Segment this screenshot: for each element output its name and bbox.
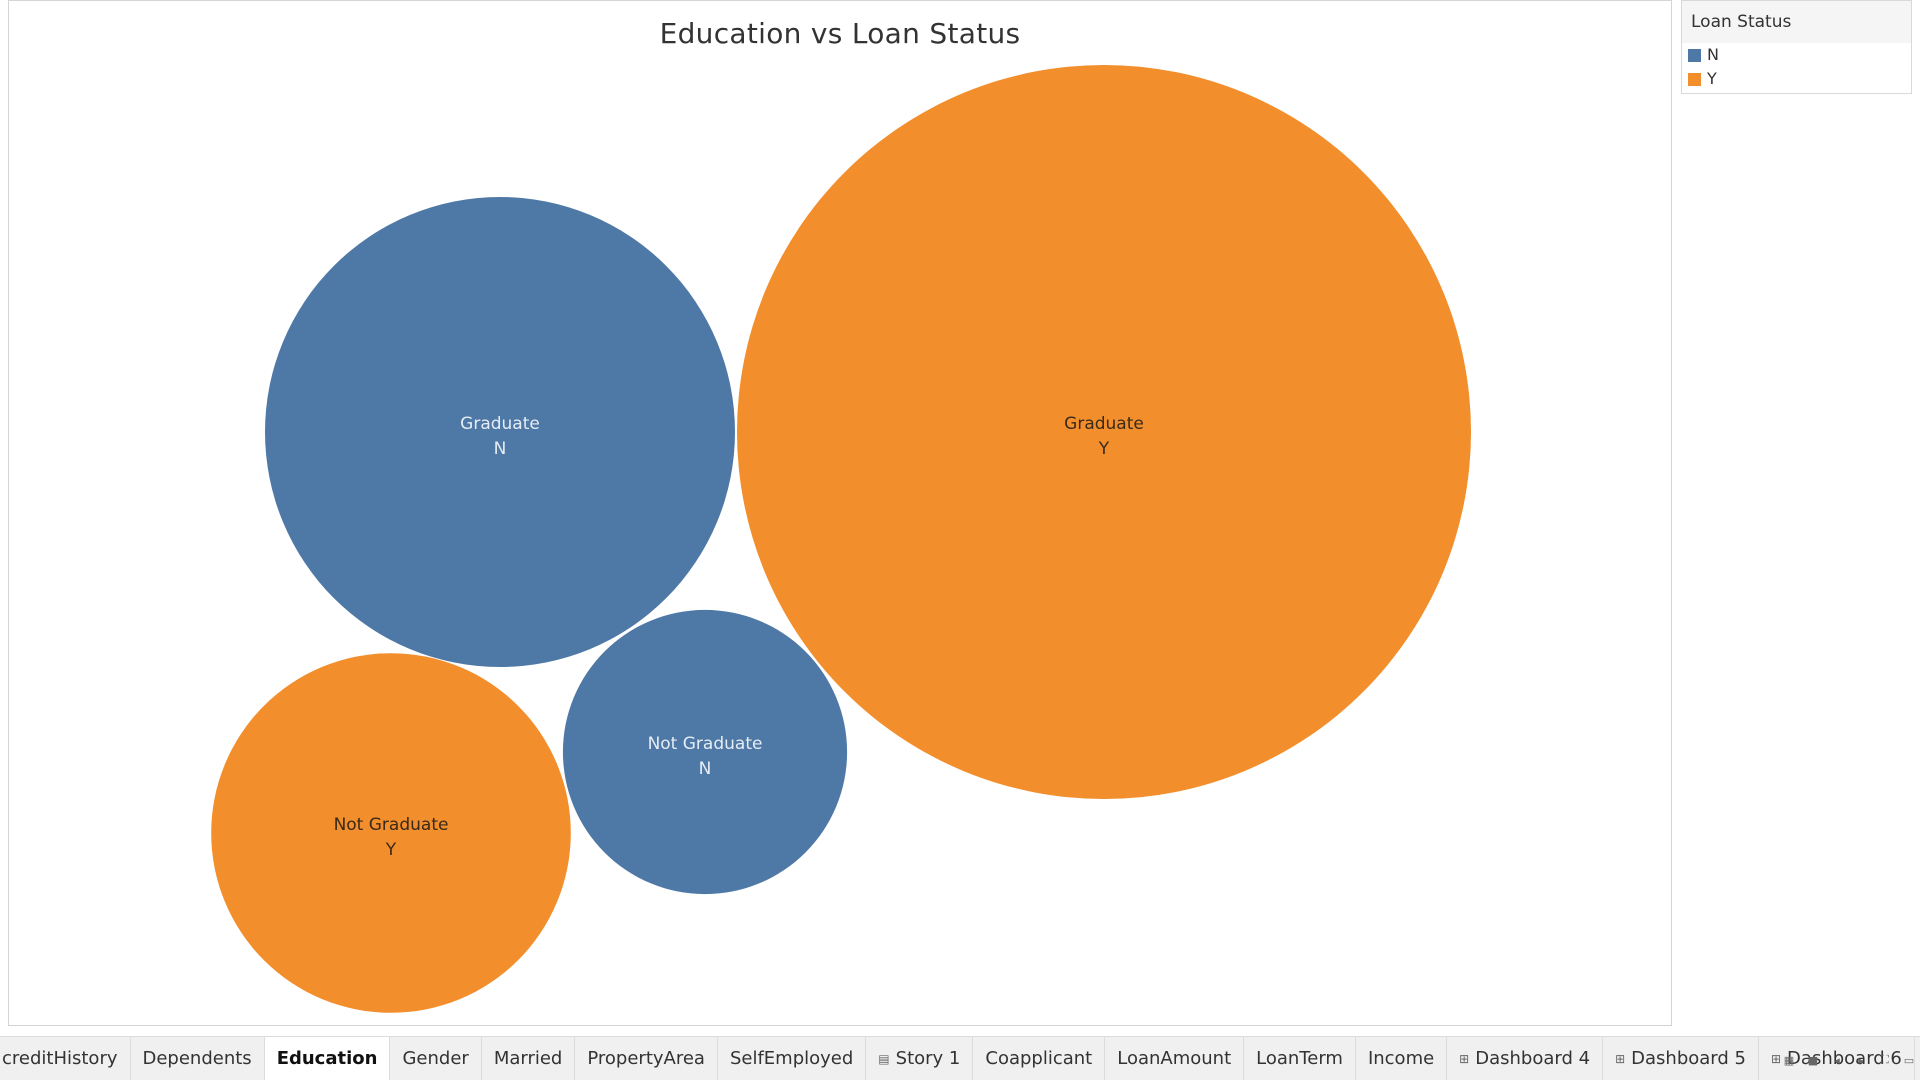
tab-dashboard-5[interactable]: ⊞ Dashboard 5 (1603, 1037, 1759, 1080)
tab-label: Gender (402, 1048, 469, 1069)
sheet-tabs: creditHistory Dependents Education Gender Ma… (0, 1037, 1915, 1080)
bubble-circle[interactable] (211, 653, 571, 1013)
tab-label: Dashboard 5 (1631, 1048, 1746, 1069)
bubble-not-graduate-n[interactable]: Not Graduate N (562, 609, 848, 895)
bubble-circle[interactable] (737, 65, 1471, 799)
tab-label: Married (493, 1048, 563, 1069)
legend-item-y[interactable]: Y (1682, 67, 1911, 91)
bubble-graduate-y[interactable]: Graduate Y (737, 65, 1471, 799)
chart-title: Education vs Loan Status (659, 17, 1021, 50)
bubble-not-graduate-y[interactable]: Not Graduate Y (211, 653, 571, 1013)
bubble-label-education: Not Graduate (334, 815, 449, 835)
tab-married[interactable]: Married (482, 1037, 576, 1080)
tab-label: Story 1 (895, 1048, 961, 1069)
bubble-label-loan-status: Y (385, 840, 397, 860)
tab-story-1[interactable]: ▤ Story 1 (866, 1037, 974, 1080)
tab-income[interactable]: Income (1356, 1037, 1448, 1080)
next-icon[interactable]: ▸ (1858, 1053, 1864, 1067)
tab-label: LoanAmount (1117, 1048, 1232, 1069)
tab-education[interactable]: Education (264, 1037, 391, 1080)
bubble-label-loan-status: N (494, 439, 507, 459)
dashboard-icon: ⊞ (1770, 1052, 1782, 1066)
tab-dashboard-4[interactable]: ⊞ Dashboard 4 (1447, 1037, 1604, 1080)
presentation-icon[interactable]: ▭ (1903, 1053, 1915, 1067)
tab-loanterm[interactable]: LoanTerm (1244, 1037, 1356, 1080)
dashboard-icon: ⊞ (1459, 1052, 1470, 1066)
legend-item-n[interactable]: N (1682, 43, 1911, 67)
tab-label: SelfEmployed (729, 1048, 854, 1069)
tab-label: Income (1367, 1048, 1435, 1069)
prev-icon[interactable]: ◂ (1834, 1053, 1840, 1067)
story-icon: ▤ (878, 1052, 890, 1066)
legend-swatch (1688, 72, 1701, 86)
legend-label: N (1707, 45, 1719, 64)
tab-credithistory[interactable]: creditHistory (0, 1037, 131, 1080)
bubble-label-loan-status: N (699, 759, 712, 779)
tab-label: PropertyArea (587, 1048, 705, 1069)
tab-dependents[interactable]: Dependents (131, 1037, 265, 1080)
legend-swatch (1688, 48, 1701, 62)
tab-gender[interactable]: Gender (390, 1037, 482, 1080)
tab-coapplicant[interactable]: Coapplicant (973, 1037, 1106, 1080)
tab-label: Dashboard 4 (1475, 1048, 1591, 1069)
chart-view: Education vs Loan Status Graduate Y Gradua… (8, 0, 1672, 1026)
bubble-circle[interactable] (265, 197, 735, 667)
tab-label: Coapplicant (985, 1048, 1093, 1069)
tab-dashboard-6[interactable]: ⊞ Dashboard 6 (1759, 1037, 1915, 1080)
bubble-label-loan-status: Y (1098, 439, 1110, 459)
fullscreen-icon[interactable]: ⛶ (1881, 1053, 1889, 1066)
navigation-controls: ▦ ■ ◂ ▸ ⛶ ▭ (1782, 1048, 1916, 1072)
tab-label: creditHistory (2, 1048, 118, 1069)
dashboard-icon: ⊞ (1615, 1052, 1626, 1066)
tab-label: LoanTerm (1256, 1048, 1343, 1069)
bubble-circle[interactable] (562, 609, 848, 895)
sheet-tab-bar: creditHistory Dependents Education Gender Ma… (0, 1036, 1920, 1080)
tab-selfemployed[interactable]: SelfEmployed (718, 1037, 867, 1080)
bubble-label-education: Graduate (460, 414, 540, 434)
bubble-label-education: Not Graduate (648, 734, 763, 754)
tab-label: Education (276, 1048, 378, 1069)
tab-label: Dashboard 6 (1787, 1048, 1902, 1069)
filmstrip-icon[interactable]: ■ (1807, 1053, 1819, 1067)
legend-label: Y (1707, 69, 1717, 88)
bubble-label-education: Graduate (1064, 414, 1144, 434)
legend-title: Loan Status (1682, 1, 1911, 43)
tab-label: Dependents (142, 1048, 252, 1069)
grid-view-icon[interactable]: ▦ (1783, 1053, 1795, 1067)
tab-propertyarea[interactable]: PropertyArea (575, 1037, 718, 1080)
tab-loanamount[interactable]: LoanAmount (1105, 1037, 1245, 1080)
bubble-graduate-n[interactable]: Graduate N (265, 197, 735, 667)
